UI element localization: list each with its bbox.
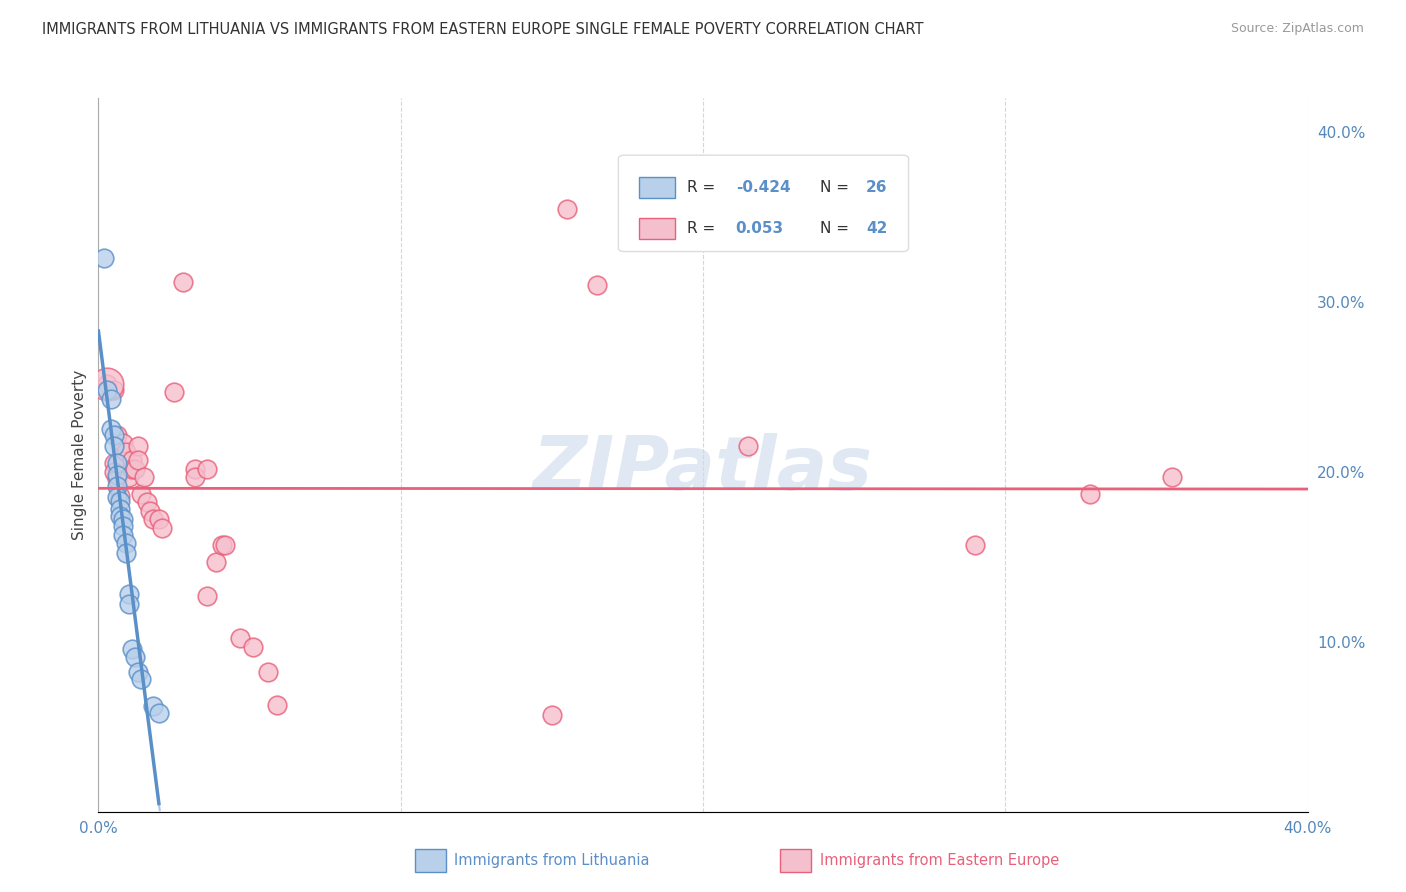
Text: 42: 42 [866,221,887,235]
Point [139,504,162,518]
Point [105,427,128,442]
Point [96,376,118,391]
Point [108,509,131,524]
Text: 26: 26 [866,180,887,194]
Point [96,376,118,391]
Point [121,641,143,656]
Point [127,439,149,453]
Point [103,439,125,453]
Point [129,672,152,686]
Point [148,512,170,526]
Y-axis label: Single Female Poverty: Single Female Poverty [72,370,87,540]
Point [195,461,218,475]
Point [114,536,136,550]
Point [242,640,264,654]
Point [105,457,128,471]
Point [129,487,152,501]
Point [214,538,236,552]
Point [103,465,125,479]
Text: 0.053: 0.053 [735,221,783,235]
Point [205,555,228,569]
Point [118,470,141,484]
Text: N =: N = [820,180,855,194]
Text: R =: R = [688,221,725,235]
Text: Source: ZipAtlas.com: Source: ZipAtlas.com [1230,22,1364,36]
Point [118,587,141,601]
Point [586,278,609,293]
Text: IMMIGRANTS FROM LITHUANIA VS IMMIGRANTS FROM EASTERN EUROPE SINGLE FEMALE POVERT: IMMIGRANTS FROM LITHUANIA VS IMMIGRANTS … [42,22,924,37]
Point [266,698,288,712]
Point [211,538,233,552]
Point [127,453,149,467]
Point [1078,487,1101,501]
Point [124,461,146,475]
Point [93,251,115,265]
Point [118,598,141,612]
Text: R =: R = [688,180,720,194]
Point [124,650,146,665]
Point [121,461,143,475]
Point [108,502,131,516]
Point [114,444,136,458]
Point [111,436,134,450]
Point [96,384,118,398]
Text: Immigrants from Eastern Europe: Immigrants from Eastern Europe [820,854,1059,868]
Point [1160,470,1182,484]
Point [172,275,194,289]
Text: N =: N = [820,221,855,235]
Point [103,457,125,471]
Text: ZIPatlas: ZIPatlas [533,433,873,506]
Point [111,528,134,542]
FancyBboxPatch shape [619,155,908,252]
Point [105,478,128,492]
Point [229,632,252,646]
Point [184,470,207,484]
Point [111,519,134,533]
Point [163,385,186,400]
Point [108,489,131,503]
Point [127,665,149,680]
Text: -0.424: -0.424 [735,180,790,194]
Point [105,472,128,486]
Point [195,589,218,603]
Point [256,665,278,680]
Point [555,202,578,216]
Point [737,439,759,453]
Point [135,495,157,509]
Point [100,422,122,436]
Point [114,546,136,560]
Point [150,521,173,535]
Point [103,384,125,398]
Point [100,392,122,406]
Point [142,512,165,526]
Text: Immigrants from Lithuania: Immigrants from Lithuania [454,854,650,868]
Point [540,707,562,722]
Point [105,491,128,505]
Point [121,453,143,467]
Point [965,538,987,552]
Point [108,493,131,508]
Point [142,699,165,714]
FancyBboxPatch shape [638,218,675,239]
Point [132,470,155,484]
Point [105,468,128,483]
FancyBboxPatch shape [638,177,675,198]
Point [148,706,170,721]
Point [103,427,125,442]
Point [184,461,207,475]
Point [111,512,134,526]
